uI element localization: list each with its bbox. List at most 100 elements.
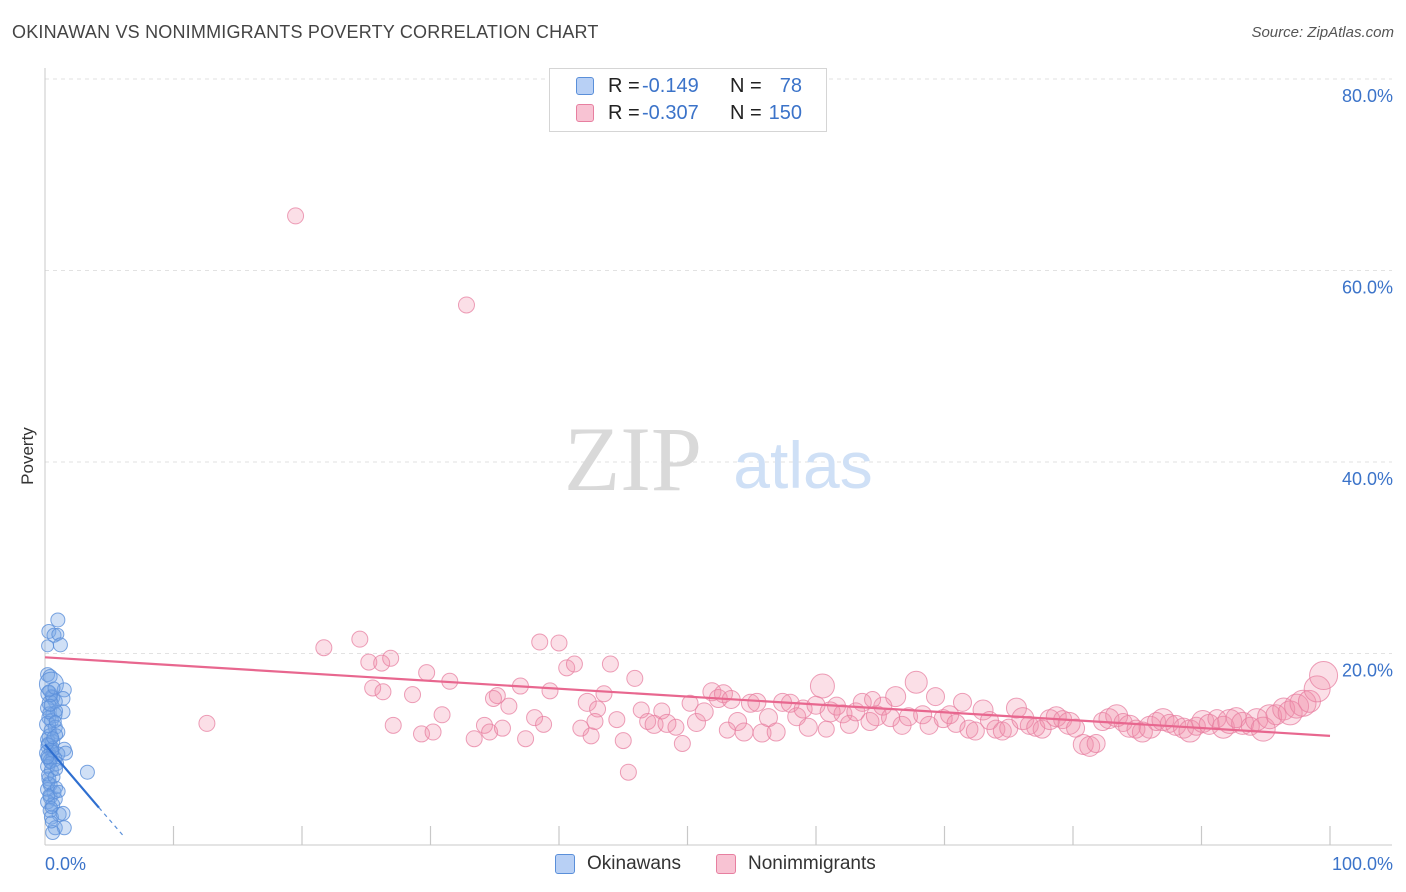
nonimmigrants-point bbox=[558, 659, 576, 677]
nonimmigrants-point bbox=[1303, 675, 1331, 703]
legend-r-value: -0.149 bbox=[642, 75, 699, 97]
okinawans-point bbox=[52, 637, 68, 653]
nonimmigrants-point bbox=[681, 694, 699, 712]
okinawans-point bbox=[41, 639, 55, 653]
nonimmigrants-point bbox=[198, 714, 216, 732]
watermark-zip: ZIP bbox=[564, 408, 702, 510]
grid-lines bbox=[45, 78, 1392, 654]
nonimmigrants-point bbox=[582, 727, 600, 745]
legend-r-value: -0.307 bbox=[642, 102, 699, 124]
nonimmigrants-point bbox=[550, 634, 568, 652]
nonimmigrants-point bbox=[904, 670, 928, 694]
nonimmigrants-point bbox=[959, 719, 979, 739]
nonimmigrants-point bbox=[1019, 715, 1039, 735]
nonimmigrants-point bbox=[433, 706, 451, 724]
nonimmigrants-point bbox=[639, 712, 657, 730]
nonimmigrants-point bbox=[946, 713, 966, 733]
x-tick-label-max: 100.0% bbox=[1332, 854, 1393, 874]
nonimmigrants-point bbox=[1250, 716, 1276, 742]
okinawans-series bbox=[38, 612, 95, 841]
nonimmigrants-point bbox=[595, 685, 613, 703]
nonimmigrants-point bbox=[457, 296, 475, 314]
legend-swatch-okinawans bbox=[576, 77, 594, 95]
nonimmigrants-point bbox=[517, 730, 535, 748]
nonimmigrants-point bbox=[577, 692, 597, 712]
nonimmigrants-point bbox=[734, 722, 754, 742]
okinawans-point bbox=[47, 770, 61, 784]
nonimmigrants-point bbox=[418, 664, 436, 682]
nonimmigrants-point bbox=[899, 707, 919, 727]
okinawans-point bbox=[79, 764, 95, 780]
legend-r-label: R = bbox=[608, 102, 640, 124]
nonimmigrants-point bbox=[798, 717, 818, 737]
nonimmigrants-point bbox=[1079, 735, 1101, 757]
legend-n-label: N = bbox=[730, 102, 762, 124]
nonimmigrants-point bbox=[740, 693, 760, 713]
nonimmigrants-point bbox=[1131, 721, 1153, 743]
nonimmigrants-point bbox=[360, 653, 378, 671]
nonimmigrants-point bbox=[373, 654, 391, 672]
nonimmigrants-point bbox=[531, 633, 549, 651]
legend-n-value: 150 bbox=[768, 102, 802, 124]
tick-labels: 20.0% 40.0% 60.0% 80.0% 0.0% 100.0% bbox=[45, 86, 1393, 874]
watermark: ZIP atlas bbox=[564, 408, 873, 510]
nonimmigrants-point bbox=[1066, 718, 1086, 738]
nonimmigrants-point bbox=[1257, 704, 1283, 730]
okinawans-point bbox=[45, 825, 61, 841]
trend-lines bbox=[44, 656, 1331, 838]
nonimmigrants-point bbox=[667, 718, 685, 736]
series-legend: Okinawans Nonimmigrants bbox=[0, 852, 1406, 878]
legend-label-okinawans: Okinawans bbox=[587, 853, 681, 874]
nonimmigrants-point bbox=[817, 720, 835, 738]
y-tick-label: 40.0% bbox=[1342, 469, 1393, 489]
axes bbox=[44, 68, 1392, 846]
okinawans-point bbox=[51, 627, 65, 641]
okinawans-point bbox=[44, 815, 58, 829]
okinawans-point bbox=[50, 762, 64, 776]
nonimmigrants-point bbox=[747, 692, 767, 712]
okinawans-point bbox=[40, 667, 56, 683]
nonimmigrants-point bbox=[619, 763, 637, 781]
okinawans-point bbox=[41, 751, 55, 765]
nonimmigrants-point bbox=[374, 683, 392, 701]
okinawans-point bbox=[55, 805, 71, 821]
nonimmigrants-point bbox=[694, 702, 714, 722]
nonimmigrants-point bbox=[809, 673, 835, 699]
correlation-legend: R = -0.149 N = 78 R = -0.307 N = 150 bbox=[549, 68, 827, 132]
nonimmigrants-point bbox=[614, 732, 632, 750]
nonimmigrants-point bbox=[673, 735, 691, 753]
legend-swatch-okinawans bbox=[555, 854, 575, 874]
nonimmigrants-point bbox=[965, 721, 985, 741]
nonimmigrants-point bbox=[465, 730, 483, 748]
nonimmigrants-point bbox=[601, 655, 619, 673]
legend-label-nonimmigrants: Nonimmigrants bbox=[748, 853, 876, 874]
nonimmigrants-point bbox=[885, 686, 907, 708]
source-note: Source: ZipAtlas.com bbox=[1251, 24, 1394, 41]
nonimmigrants-point bbox=[626, 669, 644, 687]
nonimmigrants-point bbox=[1289, 689, 1317, 717]
nonimmigrants-point bbox=[657, 713, 677, 733]
nonimmigrants-point bbox=[1086, 734, 1106, 754]
nonimmigrants-point bbox=[1309, 661, 1339, 691]
nonimmigrants-point bbox=[1118, 714, 1142, 738]
nonimmigrants-point bbox=[484, 690, 502, 708]
nonimmigrants-point bbox=[1045, 706, 1067, 728]
nonimmigrants-point bbox=[382, 649, 400, 667]
nonimmigrants-point bbox=[315, 639, 333, 657]
nonimmigrants-point bbox=[586, 712, 604, 730]
nonimmigrants-point bbox=[589, 700, 607, 718]
okinawans-point bbox=[47, 681, 61, 695]
legend-swatch-nonimmigrants bbox=[716, 854, 736, 874]
y-tick-label: 20.0% bbox=[1342, 661, 1393, 681]
chart-title: OKINAWAN VS NONIMMIGRANTS POVERTY CORREL… bbox=[12, 22, 599, 42]
x-tick-label-min: 0.0% bbox=[45, 854, 86, 874]
y-tick-label: 80.0% bbox=[1342, 86, 1393, 106]
okinawans-point bbox=[50, 612, 66, 628]
legend-n-value: 78 bbox=[779, 75, 802, 97]
okinawans-point bbox=[46, 731, 60, 745]
nonimmigrants-point bbox=[287, 207, 305, 225]
okinawans-trend-extension bbox=[98, 807, 126, 838]
nonimmigrants-point bbox=[919, 715, 939, 735]
nonimmigrants-point bbox=[565, 655, 583, 673]
nonimmigrants-point bbox=[481, 723, 499, 741]
